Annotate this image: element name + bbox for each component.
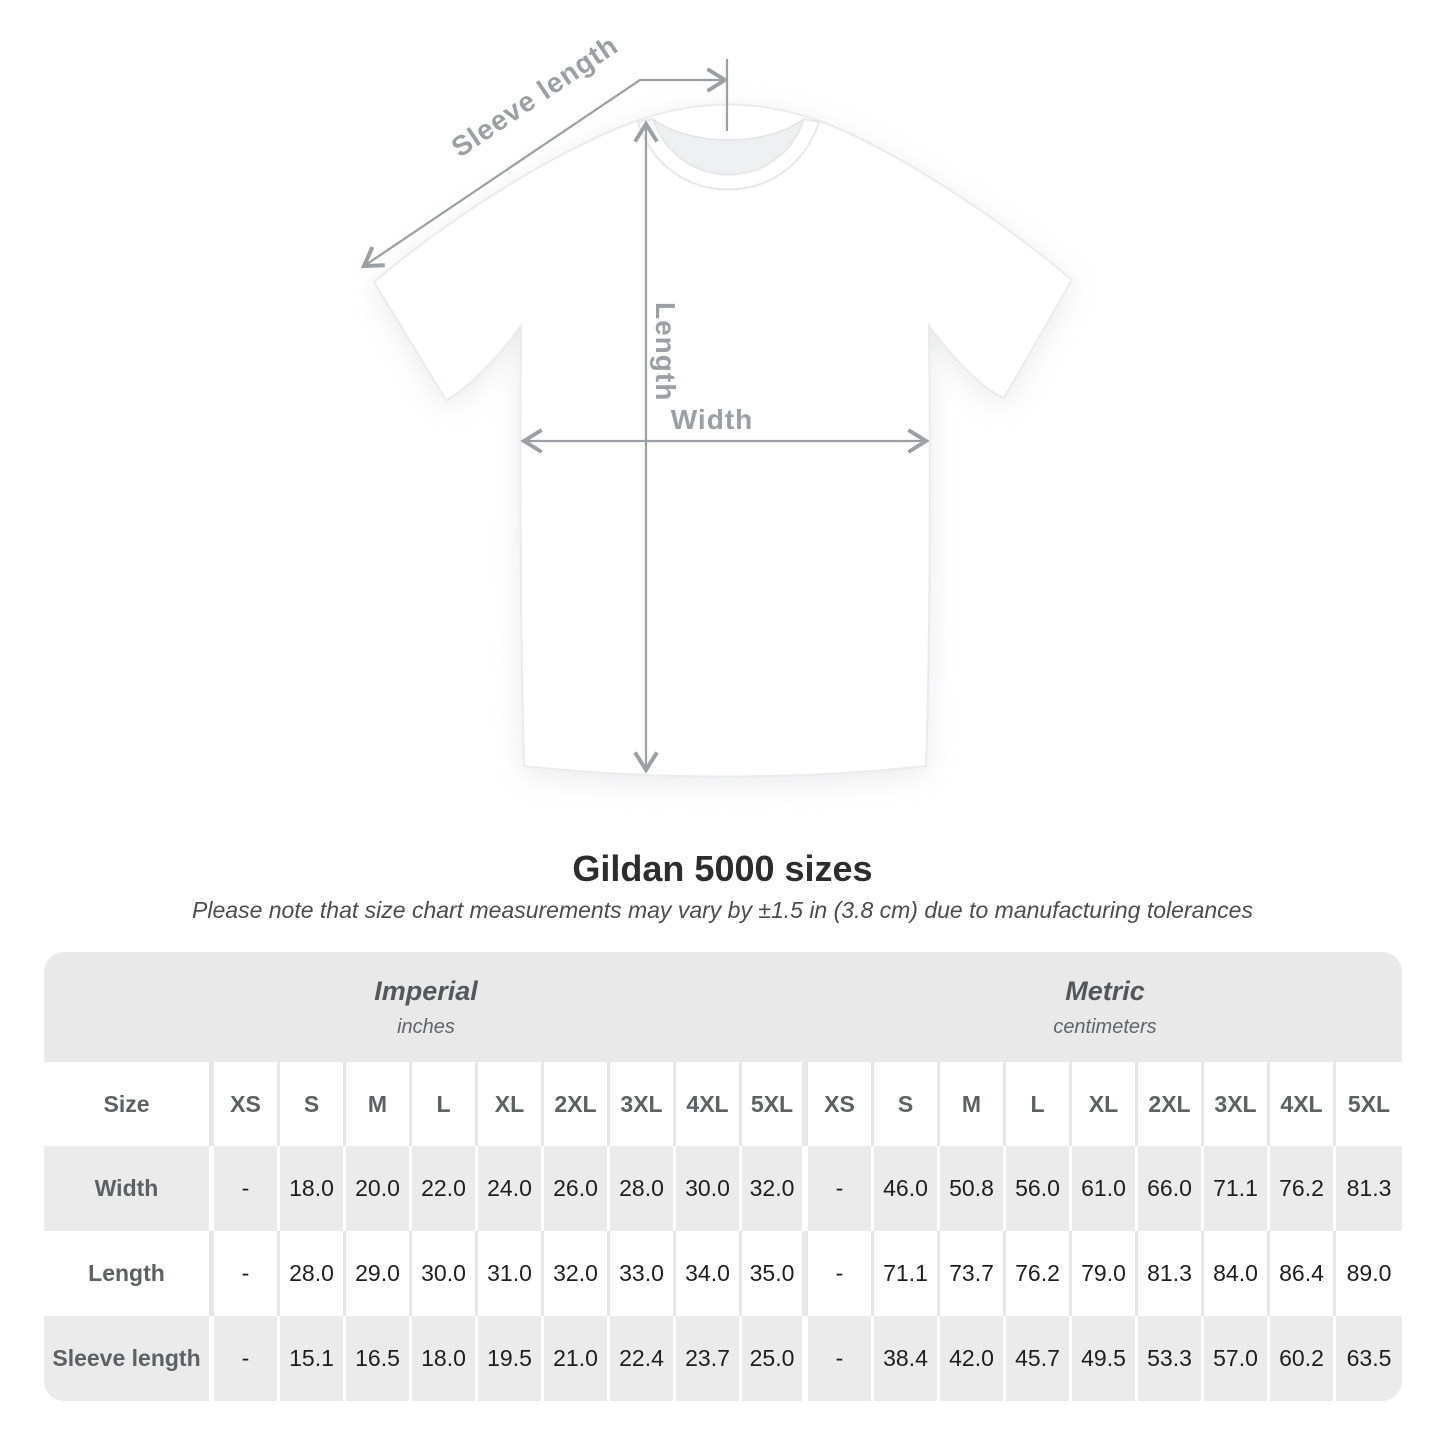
size-header-metric-2xl: 2XL [1138,1062,1204,1146]
table-cell: 32.0 [544,1231,610,1316]
table-header-row: Size XS S M L XL 2XL 3XL 4XL 5XL XS S M … [44,1062,1402,1146]
size-header-imperial-5xl: 5XL [742,1062,808,1146]
row-label: Length [44,1231,214,1316]
table-cell: 15.1 [280,1316,346,1401]
table-cell: 89.0 [1336,1231,1402,1316]
table-cell: 30.0 [412,1231,478,1316]
size-header-metric-xl: XL [1072,1062,1138,1146]
table-cell: 29.0 [346,1231,412,1316]
table-cell: 81.3 [1138,1231,1204,1316]
table-cell: 24.0 [478,1146,544,1231]
table-cell: 18.0 [280,1146,346,1231]
size-table: Imperial inches Metric centimeters Size … [44,952,1402,1401]
table-cell: 86.4 [1270,1231,1336,1316]
row-label: Width [44,1146,214,1231]
table-cell: 28.0 [610,1146,676,1231]
page-title: Gildan 5000 sizes [572,848,873,889]
table-cell: 45.7 [1006,1316,1072,1401]
unit-section-band: Imperial inches Metric centimeters [44,952,1402,1062]
table-cell: 21.0 [544,1316,610,1401]
size-header-imperial-l: L [412,1062,478,1146]
table-cell: 56.0 [1006,1146,1072,1231]
table-row-sleeve-length: Sleeve length - 15.1 16.5 18.0 19.5 21.0… [44,1316,1402,1401]
table-cell: 31.0 [478,1231,544,1316]
imperial-section-header: Imperial inches [44,952,808,1062]
metric-section-unit: centimeters [1053,1015,1157,1038]
table-cell: 76.2 [1006,1231,1072,1316]
table-cell: 23.7 [676,1316,742,1401]
table-cell: - [214,1146,280,1231]
table-cell: 35.0 [742,1231,808,1316]
table-cell: 18.0 [412,1316,478,1401]
table-cell: 38.4 [874,1316,940,1401]
table-cell: 32.0 [742,1146,808,1231]
table-cell: 22.0 [412,1146,478,1231]
table-row-length: Length - 28.0 29.0 30.0 31.0 32.0 33.0 3… [44,1231,1402,1316]
table-cell: 26.0 [544,1146,610,1231]
table-cell: 33.0 [610,1231,676,1316]
size-header-metric-m: M [940,1062,1006,1146]
size-header-imperial-xs: XS [214,1062,280,1146]
size-header-metric-4xl: 4XL [1270,1062,1336,1146]
table-cell: 53.3 [1138,1316,1204,1401]
width-label: Width [671,404,754,435]
size-header-imperial-2xl: 2XL [544,1062,610,1146]
size-header-metric-l: L [1006,1062,1072,1146]
table-cell: 30.0 [676,1146,742,1231]
tshirt-diagram: Sleeve length Length Width [360,29,1074,778]
size-header-imperial-3xl: 3XL [610,1062,676,1146]
size-header-metric-s: S [874,1062,940,1146]
size-header-imperial-4xl: 4XL [676,1062,742,1146]
table-cell: 66.0 [1138,1146,1204,1231]
table-cell: 60.2 [1270,1316,1336,1401]
table-cell: 19.5 [478,1316,544,1401]
table-cell: - [808,1316,874,1401]
size-header-metric-xs: XS [808,1062,874,1146]
table-cell: 42.0 [940,1316,1006,1401]
table-cell: 20.0 [346,1146,412,1231]
table-cell: 25.0 [742,1316,808,1401]
size-header-imperial-xl: XL [478,1062,544,1146]
table-cell: 73.7 [940,1231,1006,1316]
table-cell: 50.8 [940,1146,1006,1231]
size-header-metric-5xl: 5XL [1336,1062,1402,1146]
length-label: Length [650,302,681,401]
metric-section-title: Metric [1065,975,1145,1006]
size-header-imperial-m: M [346,1062,412,1146]
table-cell: 84.0 [1204,1231,1270,1316]
imperial-section-title: Imperial [374,975,478,1006]
imperial-section-unit: inches [397,1015,455,1038]
table-cell: 71.1 [1204,1146,1270,1231]
table-cell: - [214,1231,280,1316]
table-row-width: Width - 18.0 20.0 22.0 24.0 26.0 28.0 30… [44,1146,1402,1231]
table-cell: 49.5 [1072,1316,1138,1401]
table-cell: 57.0 [1204,1316,1270,1401]
table-cell: - [214,1316,280,1401]
size-column-header: Size [44,1062,214,1146]
table-cell: 71.1 [874,1231,940,1316]
table-cell: 81.3 [1336,1146,1402,1231]
table-cell: - [808,1231,874,1316]
table-cell: - [808,1146,874,1231]
page-subtitle: Please note that size chart measurements… [192,897,1253,923]
table-cell: 46.0 [874,1146,940,1231]
table-cell: 79.0 [1072,1231,1138,1316]
size-header-imperial-s: S [280,1062,346,1146]
table-cell: 63.5 [1336,1316,1402,1401]
metric-section-header: Metric centimeters [808,952,1402,1062]
tshirt-diagram-svg: Sleeve length Length Width [360,29,1074,778]
table-cell: 28.0 [280,1231,346,1316]
sleeve-length-arrow [360,67,729,269]
table-cell: 16.5 [346,1316,412,1401]
table-cell: 76.2 [1270,1146,1336,1231]
row-label: Sleeve length [44,1316,214,1401]
table-cell: 22.4 [610,1316,676,1401]
table-cell: 34.0 [676,1231,742,1316]
size-header-metric-3xl: 3XL [1204,1062,1270,1146]
table-cell: 61.0 [1072,1146,1138,1231]
